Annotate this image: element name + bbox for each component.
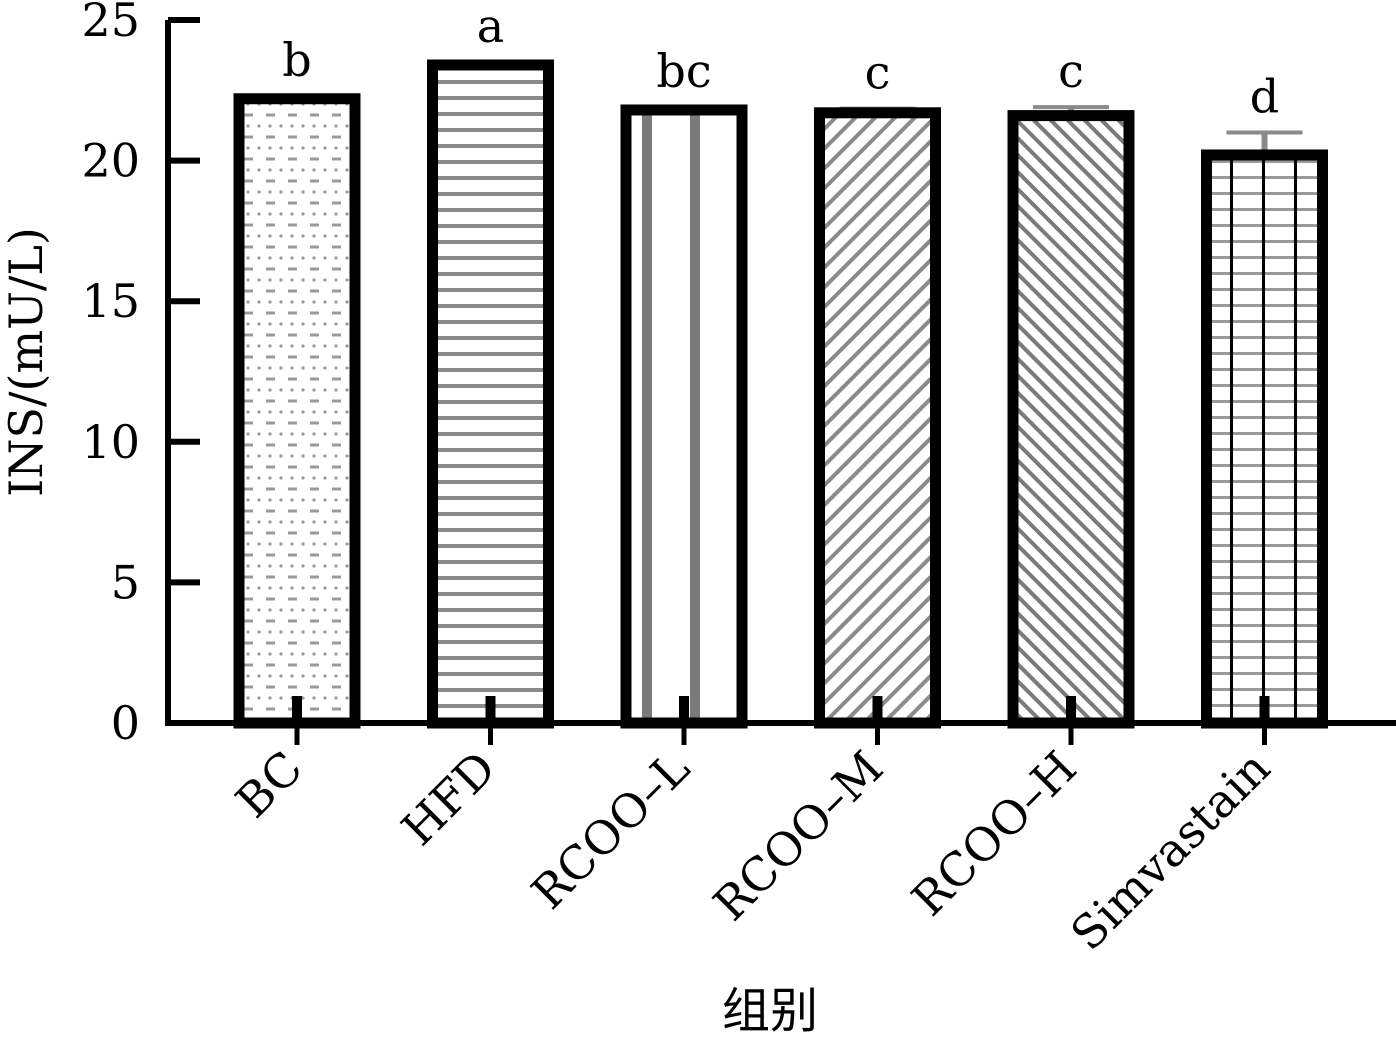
significance-label: b bbox=[282, 33, 311, 87]
x-tick-label: BC bbox=[225, 741, 313, 829]
bar-group: d bbox=[1201, 69, 1328, 729]
bar bbox=[1201, 149, 1328, 729]
y-axis-title: INS/(mU/L) bbox=[0, 227, 53, 497]
bar-group: c bbox=[814, 46, 941, 729]
y-tick-label: 20 bbox=[81, 134, 140, 188]
bar bbox=[814, 107, 941, 729]
x-tick-label: HFD bbox=[391, 741, 506, 856]
significance-label: d bbox=[1250, 69, 1279, 123]
bar-group: a bbox=[427, 0, 554, 729]
significance-label: bc bbox=[656, 44, 711, 98]
bar-base-marker bbox=[292, 696, 302, 720]
y-ticks-layer: 0 5 10 15 20 25 bbox=[81, 0, 200, 750]
axes-layer bbox=[165, 20, 1396, 726]
significance-label: a bbox=[477, 0, 504, 53]
y-tick-label: 5 bbox=[111, 555, 140, 609]
bar-base-marker bbox=[872, 696, 883, 720]
y-tick-label: 0 bbox=[111, 696, 140, 750]
bar bbox=[1007, 110, 1135, 729]
x-tick-label: RCOO–M bbox=[703, 741, 893, 931]
significance-label: c bbox=[1058, 44, 1084, 98]
bar-base-marker bbox=[485, 696, 496, 720]
bar-group: c bbox=[1007, 44, 1135, 729]
y-tick-label: 15 bbox=[81, 274, 140, 328]
bar-group: bc bbox=[620, 44, 748, 729]
bar bbox=[233, 93, 361, 729]
y-tick-label: 25 bbox=[81, 0, 140, 47]
bar-group: b bbox=[233, 33, 361, 729]
x-axis-title: 组别 bbox=[722, 983, 818, 1037]
bars-layer: b a bc c c d bbox=[233, 0, 1328, 729]
bar-base-marker bbox=[1259, 696, 1270, 720]
significance-label: c bbox=[865, 46, 891, 100]
y-tick-label: 10 bbox=[81, 415, 140, 469]
x-tick-label: Simvastain bbox=[1060, 741, 1280, 961]
x-tick-label: RCOO–H bbox=[901, 741, 1087, 927]
bar bbox=[620, 104, 748, 729]
bar bbox=[427, 59, 554, 729]
bar-base-marker bbox=[1066, 696, 1076, 720]
x-tick-label: RCOO–L bbox=[521, 741, 700, 920]
bar-base-marker bbox=[679, 696, 689, 720]
